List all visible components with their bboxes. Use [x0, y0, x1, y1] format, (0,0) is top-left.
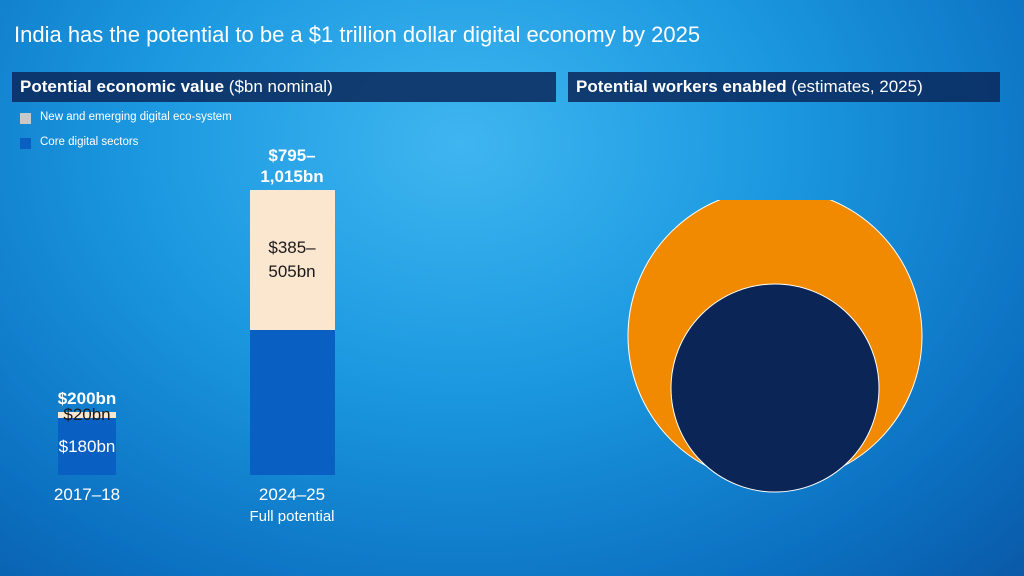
category-label: 2024–25 — [258, 485, 326, 504]
bar-segment — [249, 330, 335, 475]
bar-segment — [58, 412, 116, 419]
header-rest: (estimates, 2025) — [791, 77, 923, 96]
total-label: $200bn — [57, 389, 117, 408]
slide-title: India has the potential to be a $1 trill… — [14, 22, 701, 47]
segment-label: $180bn — [58, 436, 116, 456]
header-bold: Potential economic value — [20, 77, 225, 96]
right-header: Potential workers enabled (estimates, 20… — [568, 72, 1000, 102]
total-label: $795–1,015bn — [260, 145, 324, 186]
bar-segment — [58, 418, 116, 475]
header-bold: Potential workers enabled — [576, 77, 787, 96]
segment-label: $385–505bn — [268, 238, 316, 281]
legend-swatch — [20, 138, 31, 149]
header-rest: ($bn nominal) — [228, 77, 333, 96]
legend-label: Core digital sectors — [40, 136, 139, 148]
workers-circles — [627, 200, 923, 493]
inner-circle — [670, 283, 880, 493]
left-header: Potential economic value ($bn nominal) — [12, 72, 556, 102]
category-label: 2017–18 — [53, 485, 121, 504]
segment-label: $20bn — [63, 405, 111, 425]
category-note: Full potential — [249, 508, 335, 525]
bar-segment — [249, 189, 335, 331]
legend-swatch — [20, 113, 31, 124]
legend-label: New and emerging digital eco-system — [40, 111, 232, 123]
